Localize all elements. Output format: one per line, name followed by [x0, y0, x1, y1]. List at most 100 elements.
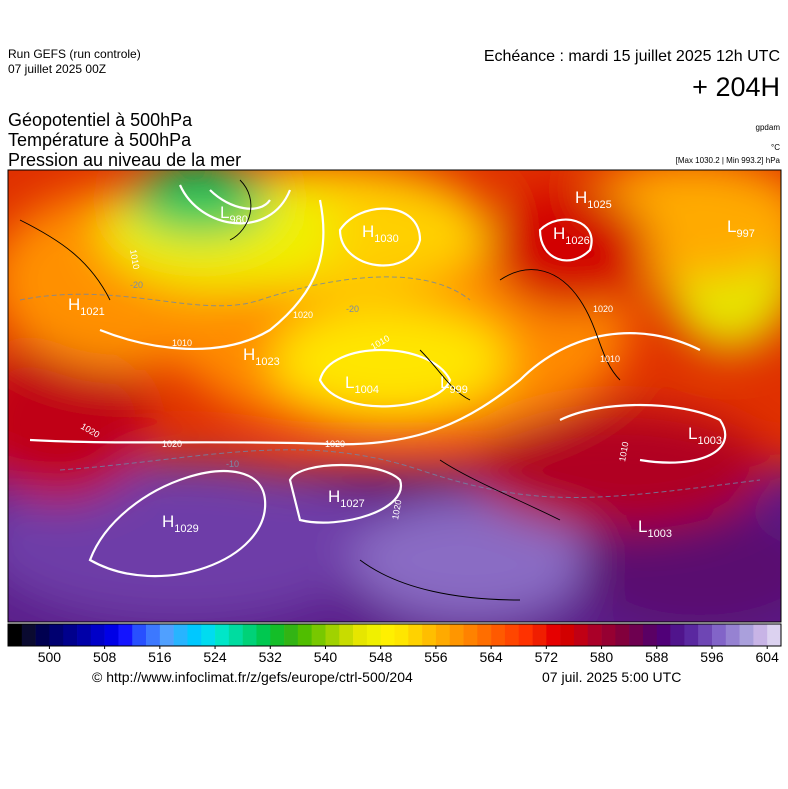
colorbar-cell	[339, 624, 354, 646]
colorbar-cell	[284, 624, 299, 646]
colorbar-tick-label: 564	[479, 649, 503, 665]
center-letter: H	[68, 295, 80, 314]
colorbar-cell	[739, 624, 754, 646]
colorbar-tick-label: 500	[38, 649, 62, 665]
center-value: 1021	[80, 306, 104, 318]
isobar-label: 1010	[172, 338, 192, 348]
colorbar-cell	[518, 624, 533, 646]
colorbar-tick-label: 572	[535, 649, 559, 665]
run-date: 07 juillet 2025 00Z	[8, 62, 106, 76]
isobar-label: 1020	[162, 439, 182, 449]
center-value: 1026	[565, 235, 589, 247]
pressure-center: H1027	[328, 487, 365, 510]
colorbar-cell	[725, 624, 740, 646]
colorbar-tick-label: 524	[203, 649, 227, 665]
colorbar-cell	[325, 624, 340, 646]
pressure-centers: H1021 L980 H1030 H1025 H1026 L997 H1023 …	[68, 188, 755, 540]
colorbar-cell	[615, 624, 630, 646]
colorbar-cell	[366, 624, 381, 646]
colorbar-cell	[491, 624, 506, 646]
colorbar-cell	[698, 624, 713, 646]
center-letter: H	[328, 487, 340, 506]
isobar-label: 1020	[390, 499, 403, 520]
colorbar-cell	[601, 624, 616, 646]
colorbar-cell	[132, 624, 147, 646]
colorbar-cell	[104, 624, 119, 646]
colorbar-cell	[256, 624, 271, 646]
colorbar-cell	[477, 624, 492, 646]
colorbar: 500 508 516 524 532 540 548 556 564 572 580 588 596 6…	[7, 623, 782, 665]
center-value: 980	[229, 214, 247, 226]
map	[8, 170, 781, 622]
colorbar-cell	[118, 624, 133, 646]
colorbar-cell	[35, 624, 50, 646]
colorbar-cell	[711, 624, 727, 646]
colorbar-cell	[297, 624, 312, 646]
colorbar-tick-label: 516	[148, 649, 172, 665]
colorbar-cell	[380, 624, 395, 646]
center-value: 1003	[647, 528, 671, 540]
field-3: Pression au niveau de la mer	[8, 150, 241, 170]
pressure-center: H1021	[68, 295, 105, 318]
colorbar-cell	[228, 624, 243, 646]
colorbar-cell	[422, 624, 437, 646]
colorbar-cell	[573, 624, 589, 646]
center-letter: H	[575, 188, 587, 207]
colorbar-cell	[504, 624, 520, 646]
colorbar-tick-label: 556	[424, 649, 448, 665]
center-letter: L	[440, 373, 449, 392]
center-value: 1003	[697, 435, 721, 447]
colorbar-cell	[449, 624, 464, 646]
colorbar-cell	[587, 624, 602, 646]
colorbar-cell	[394, 624, 409, 646]
center-letter: H	[243, 345, 255, 364]
isobar-label: 1020	[293, 310, 313, 320]
pressure-center: H1030	[362, 222, 399, 245]
colorbar-cell	[546, 624, 561, 646]
colorbar-tick-label: 540	[314, 649, 338, 665]
unit-pressure: [Max 1030.2 | Min 993.2] hPa	[676, 156, 781, 165]
map-frame	[7, 169, 782, 623]
isobar-label: 1010	[600, 354, 620, 364]
center-value: 1027	[340, 498, 364, 510]
center-value: 1004	[354, 384, 378, 396]
colorbar-cell	[21, 624, 36, 646]
colorbar-cell	[435, 624, 451, 646]
colorbar-cell	[463, 624, 478, 646]
colorbar-cell	[63, 624, 78, 646]
pressure-center: L1003	[688, 424, 722, 447]
center-letter: L	[345, 373, 354, 392]
colorbar-cell	[684, 624, 699, 646]
center-letter: L	[220, 203, 229, 222]
colorbar-cell	[670, 624, 685, 646]
isobar-label: 1010	[617, 441, 630, 462]
center-value: 1023	[255, 356, 279, 368]
pressure-center: L999	[440, 373, 468, 396]
colorbar-cell	[201, 624, 216, 646]
pressure-center: H1029	[162, 512, 199, 535]
pressure-center: H1025	[575, 188, 612, 211]
center-value: 1025	[587, 199, 611, 211]
colorbar-cell	[90, 624, 105, 646]
valid-time: Echéance : mardi 15 juillet 2025 12h UTC	[484, 48, 780, 65]
center-value: 1029	[174, 523, 198, 535]
colorbar-cell	[242, 624, 257, 646]
center-value: 999	[449, 384, 467, 396]
colorbar-tick-label: 548	[369, 649, 393, 665]
isobar-label: 1020	[593, 304, 613, 314]
colorbar-cell	[642, 624, 658, 646]
temperature-label: -10	[226, 459, 239, 469]
field-2: Température à 500hPa	[8, 130, 192, 150]
pressure-center: L1003	[638, 517, 672, 540]
source-url: © http://www.infoclimat.fr/z/gefs/europe…	[92, 669, 413, 685]
colorbar-tick-label: 580	[590, 649, 614, 665]
center-value: 997	[736, 228, 754, 240]
pressure-center: L1004	[345, 373, 379, 396]
center-letter: H	[553, 224, 565, 243]
colorbar-cell	[146, 624, 161, 646]
isobar-label: 1010	[128, 249, 141, 270]
field-1: Géopotentiel à 500hPa	[8, 110, 193, 130]
colorbar-cell	[270, 624, 285, 646]
issued-time: 07 juil. 2025 5:00 UTC	[542, 669, 681, 685]
